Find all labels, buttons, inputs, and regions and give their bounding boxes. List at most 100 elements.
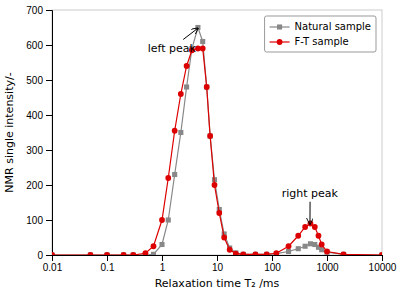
series-point — [104, 252, 109, 255]
x-tick: 100 — [264, 255, 281, 273]
series-point — [184, 63, 190, 69]
series-point — [88, 252, 94, 255]
x-tick-mark — [382, 255, 383, 261]
x-tick-mark — [162, 255, 163, 261]
x-tick-label: 1 — [160, 262, 166, 273]
legend-box — [265, 16, 376, 52]
series-point — [178, 130, 183, 135]
series-point — [296, 246, 301, 251]
series-point — [178, 91, 184, 97]
legend: Natural sample F-T sample — [265, 16, 376, 52]
y-tick-mark — [46, 10, 52, 11]
plot-frame — [52, 10, 382, 255]
chart-svg: 0.01 0.1 1 10 100 1000 10000 0 100 200 300 400 500 60… — [0, 0, 400, 293]
series-point — [130, 252, 136, 255]
x-tick: 10 — [212, 255, 224, 273]
legend-item: Natural sample — [270, 21, 371, 32]
series-point — [204, 84, 210, 90]
y-tick-label: 500 — [26, 75, 43, 86]
series-point — [273, 250, 279, 255]
x-tick-mark — [272, 255, 273, 261]
y-tick-mark — [46, 185, 52, 186]
x-tick: 0.1 — [101, 255, 115, 273]
series-point — [286, 243, 292, 249]
y-tick-mark — [46, 80, 52, 81]
x-tick-mark — [327, 255, 328, 261]
y-tick: 400 — [26, 110, 52, 121]
series-point — [274, 251, 279, 255]
series-point — [212, 182, 218, 188]
series-point — [324, 249, 330, 255]
y-tick-label: 300 — [26, 145, 43, 156]
x-tick-mark — [107, 255, 108, 261]
x-tick: 1 — [160, 255, 166, 273]
series-point — [88, 252, 93, 255]
series-point — [204, 84, 209, 89]
series-point — [240, 251, 246, 255]
legend-symbol — [277, 39, 283, 45]
series-point — [253, 252, 258, 255]
series-point — [379, 252, 382, 255]
series-point — [151, 243, 157, 249]
series-point — [172, 128, 178, 134]
y-tick-mark — [46, 150, 52, 151]
y-tick-label: 0 — [37, 250, 43, 261]
y-tick-label: 400 — [26, 110, 43, 121]
data-layer — [52, 25, 382, 255]
y-axis-title: NMR single intensity/- — [3, 72, 16, 192]
x-tick: 10000 — [369, 255, 397, 273]
y-tick: 500 — [26, 75, 52, 86]
x-tick: 1000 — [316, 255, 339, 273]
y-tick-mark — [46, 255, 52, 256]
series-point — [241, 252, 246, 255]
series-point — [159, 242, 164, 247]
legend-label: Natural sample — [295, 21, 371, 32]
series-point — [379, 252, 382, 255]
series-point — [216, 210, 222, 216]
series-point — [319, 247, 324, 252]
x-tick-label: 10000 — [369, 262, 397, 273]
series-point — [316, 233, 322, 239]
series-point — [319, 242, 325, 248]
x-tick-label: 1000 — [316, 262, 339, 273]
y-tick: 0 — [37, 250, 52, 261]
annotation-arrow — [309, 202, 310, 224]
series-point — [264, 251, 270, 255]
y-tick: 200 — [26, 180, 52, 191]
series-point — [208, 133, 213, 138]
series-point — [121, 252, 127, 255]
y-tick-label: 200 — [26, 180, 43, 191]
y-tick-label: 100 — [26, 215, 43, 226]
legend-symbol — [277, 24, 282, 29]
y-tick: 100 — [26, 215, 52, 226]
x-tick: 0.01 — [43, 255, 63, 273]
x-tick-label: 0.1 — [101, 262, 115, 273]
series-point — [312, 224, 318, 230]
x-tick-label: 10 — [212, 262, 224, 273]
series-point — [121, 252, 126, 255]
chart-container: 0.01 0.1 1 10 100 1000 10000 0 100 200 300 400 500 60… — [0, 0, 400, 293]
series-point — [172, 172, 177, 177]
y-axis: 0100200300400500600700 — [26, 5, 52, 261]
series-point — [52, 252, 55, 255]
series-line — [52, 49, 382, 256]
annotation-text: left peak — [148, 42, 197, 55]
y-tick: 300 — [26, 145, 52, 156]
series-point — [200, 39, 205, 44]
annotation-arrow — [183, 28, 198, 39]
series-point — [159, 217, 165, 223]
series-point — [227, 247, 233, 253]
x-axis-line — [53, 256, 383, 262]
series-point — [253, 251, 259, 255]
x-tick-mark — [217, 255, 218, 261]
y-tick: 600 — [26, 40, 52, 51]
series-line — [52, 28, 382, 256]
x-tick-label: 0.01 — [43, 262, 63, 273]
annotations: left peakright peak — [148, 28, 339, 224]
series-point — [151, 252, 156, 255]
plot-area: 0.01 0.1 1 10 100 1000 10000 0 100 200 300 400 500 60… — [26, 5, 397, 273]
series-point — [165, 175, 171, 181]
legend-item: F-T sample — [270, 36, 349, 47]
series-point — [295, 233, 301, 239]
series-point — [286, 249, 291, 254]
